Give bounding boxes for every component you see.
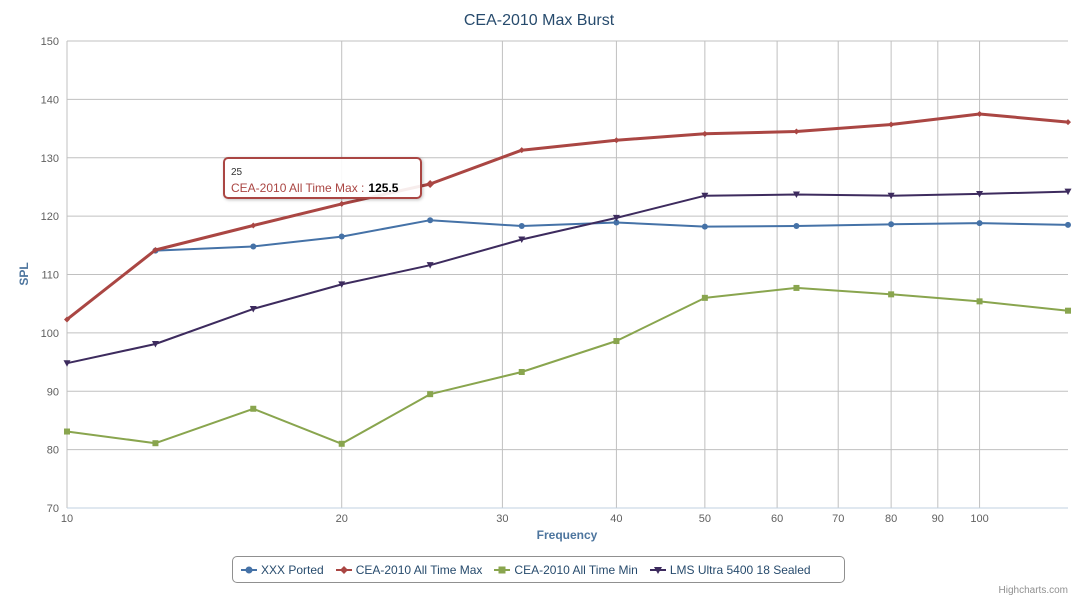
data-point[interactable] bbox=[518, 236, 526, 243]
data-point[interactable] bbox=[64, 316, 70, 323]
tooltip: 25 CEA-2010 All Time Max :125.5 bbox=[223, 157, 422, 199]
data-point[interactable] bbox=[701, 130, 708, 137]
data-point[interactable] bbox=[427, 391, 434, 398]
chart-title: CEA-2010 Max Burst bbox=[464, 12, 615, 29]
data-point[interactable] bbox=[518, 147, 525, 154]
legend-item-cea-max[interactable]: CEA-2010 All Time Max bbox=[335, 562, 483, 577]
credits-link[interactable]: Highcharts.com bbox=[998, 585, 1068, 596]
data-point[interactable] bbox=[63, 360, 71, 367]
data-point[interactable] bbox=[427, 217, 434, 224]
series-line bbox=[154, 219, 1069, 252]
data-point[interactable] bbox=[613, 338, 620, 345]
data-point[interactable] bbox=[792, 191, 800, 199]
legend-label: CEA-2010 All Time Min bbox=[514, 562, 638, 577]
data-point[interactable] bbox=[338, 440, 345, 447]
data-point[interactable] bbox=[152, 440, 159, 447]
data-point[interactable] bbox=[338, 200, 345, 207]
data-point[interactable] bbox=[338, 281, 346, 288]
tooltip-x-value: 25 bbox=[231, 167, 243, 178]
data-point[interactable] bbox=[613, 219, 620, 226]
x-tick-label: 80 bbox=[885, 513, 897, 525]
tooltip-row: CEA-2010 All Time Max :125.5 bbox=[231, 180, 420, 196]
y-tick-label: 90 bbox=[47, 386, 59, 398]
data-point[interactable] bbox=[151, 340, 159, 348]
series-1 bbox=[64, 110, 1071, 323]
data-point[interactable] bbox=[249, 305, 257, 313]
data-point[interactable] bbox=[976, 190, 984, 198]
series-line bbox=[66, 190, 1069, 365]
y-axis-label: SPL bbox=[17, 262, 31, 285]
data-point[interactable] bbox=[976, 110, 983, 117]
data-point[interactable] bbox=[793, 223, 800, 230]
series-line bbox=[65, 112, 1070, 321]
legend-label: CEA-2010 All Time Max bbox=[355, 562, 483, 577]
legend-label: XXX Ported bbox=[261, 562, 324, 577]
data-point[interactable] bbox=[338, 233, 345, 240]
data-point[interactable] bbox=[250, 405, 257, 412]
series-3 bbox=[63, 188, 1072, 367]
data-point[interactable] bbox=[888, 291, 895, 298]
data-point[interactable] bbox=[888, 121, 895, 128]
data-point[interactable] bbox=[518, 223, 525, 230]
data-point[interactable] bbox=[793, 128, 800, 135]
data-point[interactable] bbox=[250, 243, 257, 250]
legend-label: LMS Ultra 5400 18 Sealed bbox=[669, 562, 811, 577]
data-point[interactable] bbox=[250, 222, 257, 229]
data-point[interactable] bbox=[887, 192, 895, 200]
data-point[interactable] bbox=[613, 137, 620, 144]
data-point[interactable] bbox=[888, 221, 895, 228]
y-tick-label: 120 bbox=[41, 211, 59, 223]
data-point[interactable] bbox=[701, 294, 708, 301]
x-tick-label: 40 bbox=[610, 513, 622, 525]
x-tick-label: 10 bbox=[61, 513, 73, 525]
y-tick-label: 100 bbox=[41, 328, 59, 340]
legend-swatch-lms-ultra bbox=[649, 564, 666, 576]
legend-swatch-cea-max bbox=[335, 564, 352, 576]
data-point[interactable] bbox=[976, 298, 983, 305]
data-point[interactable] bbox=[701, 223, 708, 230]
tooltip-series-name: CEA-2010 All Time Max : bbox=[231, 181, 365, 195]
data-point[interactable] bbox=[701, 192, 709, 200]
series-0 bbox=[152, 217, 1071, 254]
data-point[interactable] bbox=[612, 214, 620, 222]
data-point[interactable] bbox=[64, 428, 70, 435]
x-tick-label: 30 bbox=[496, 513, 508, 525]
data-point[interactable] bbox=[1065, 119, 1071, 126]
data-point[interactable] bbox=[518, 368, 525, 375]
x-tick-label: 100 bbox=[970, 513, 988, 525]
chart-axes: 70 80 90 100 110 120 130 140 150 10 20 30 40 50 60 70 80… bbox=[41, 36, 1068, 525]
y-tick-label: 150 bbox=[41, 36, 59, 48]
chart-legend: XXX Ported CEA-2010 All Time Max CEA-201… bbox=[232, 556, 845, 583]
x-axis-label: Frequency bbox=[537, 528, 598, 542]
y-tick-label: 130 bbox=[41, 153, 59, 165]
series-2 bbox=[64, 284, 1071, 447]
y-tick-label: 80 bbox=[47, 445, 59, 457]
x-tick-label: 70 bbox=[832, 513, 844, 525]
data-point[interactable] bbox=[426, 262, 434, 269]
legend-item-lms-ultra[interactable]: LMS Ultra 5400 18 Sealed bbox=[649, 562, 811, 577]
series-line bbox=[66, 286, 1069, 445]
legend-item-xxx-ported[interactable]: XXX Ported bbox=[241, 563, 324, 577]
data-point[interactable] bbox=[793, 284, 800, 291]
x-tick-label: 50 bbox=[699, 513, 711, 525]
y-tick-label: 110 bbox=[41, 270, 59, 282]
legend-swatch-xxx-ported bbox=[241, 564, 257, 576]
data-point[interactable] bbox=[976, 220, 983, 227]
data-point[interactable] bbox=[1065, 307, 1071, 314]
y-tick-label: 140 bbox=[41, 94, 59, 106]
y-tick-label: 70 bbox=[47, 503, 59, 515]
data-point[interactable] bbox=[152, 246, 159, 253]
chart-series bbox=[63, 110, 1072, 447]
chart-grid bbox=[66, 40, 1068, 509]
x-tick-label: 20 bbox=[336, 513, 348, 525]
data-point[interactable] bbox=[426, 180, 435, 189]
data-point[interactable] bbox=[1065, 221, 1071, 228]
legend-swatch-cea-min bbox=[494, 564, 511, 576]
data-point[interactable] bbox=[1064, 188, 1072, 196]
x-tick-label: 60 bbox=[771, 513, 783, 525]
legend-item-cea-min[interactable]: CEA-2010 All Time Min bbox=[494, 562, 638, 577]
x-tick-label: 90 bbox=[932, 513, 944, 525]
tooltip-value: 125.5 bbox=[368, 181, 399, 195]
